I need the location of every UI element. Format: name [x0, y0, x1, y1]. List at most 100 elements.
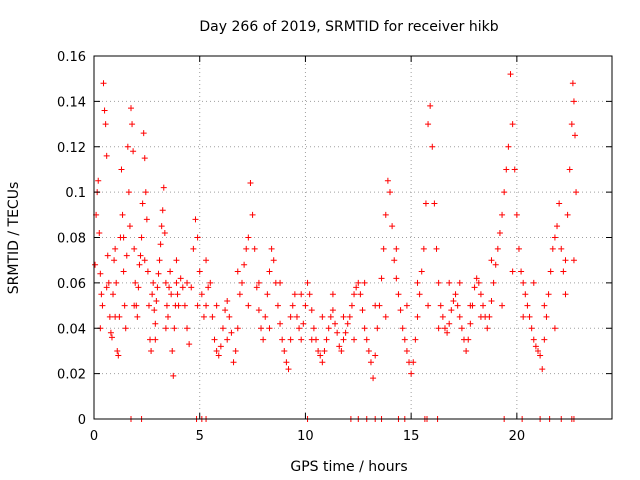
data-point [158, 223, 165, 230]
data-point [473, 275, 480, 282]
x-tick-label: 0 [90, 429, 98, 444]
data-point [145, 302, 152, 309]
data-point [450, 298, 457, 305]
data-point [138, 234, 145, 241]
data-point [175, 302, 182, 309]
data-point [511, 166, 518, 173]
data-point [209, 313, 216, 320]
data-point [174, 291, 181, 298]
data-point [234, 268, 241, 275]
data-point [126, 223, 133, 230]
data-point [351, 336, 358, 343]
data-point [351, 291, 358, 298]
data-point [420, 245, 427, 252]
data-point [168, 291, 175, 298]
data-point [380, 245, 387, 252]
data-point [131, 245, 138, 252]
data-point [97, 270, 104, 277]
data-point [535, 347, 541, 354]
data-point [188, 284, 195, 291]
data-point [219, 325, 226, 332]
data-point [112, 245, 119, 252]
data-point [562, 257, 569, 264]
data-point [319, 359, 326, 366]
data-point [293, 313, 300, 320]
data-point [213, 302, 220, 309]
data-point [554, 223, 561, 230]
data-point [228, 329, 235, 336]
data-point [247, 180, 254, 187]
data-point [308, 336, 315, 343]
data-point [169, 347, 176, 354]
data-point [378, 275, 385, 282]
data-point [170, 372, 177, 379]
data-point [190, 245, 197, 252]
data-point [296, 325, 303, 332]
data-point [372, 352, 379, 359]
data-point [480, 302, 487, 309]
data-point [393, 245, 400, 252]
data-point [181, 302, 188, 309]
data-point [130, 148, 137, 155]
data-point [306, 291, 313, 298]
y-axis-label: SRMTID / TECUs [6, 182, 22, 295]
data-point [96, 229, 103, 236]
data-point [142, 189, 149, 196]
data-point [562, 291, 569, 298]
data-point [287, 313, 294, 320]
data-point [141, 155, 148, 162]
data-point [530, 279, 537, 286]
data-point [372, 302, 379, 309]
data-point [568, 121, 575, 128]
data-point [92, 261, 99, 268]
data-point [408, 370, 415, 377]
data-point [425, 302, 432, 309]
data-point [387, 189, 393, 196]
data-point [475, 279, 482, 286]
data-point [260, 336, 267, 343]
data-point [140, 130, 147, 137]
data-point [137, 252, 144, 259]
data-point [403, 302, 410, 309]
data-point [570, 257, 577, 264]
data-point [363, 336, 370, 343]
data-point [139, 200, 146, 207]
data-point [416, 291, 423, 298]
data-point [234, 325, 241, 332]
data-point [184, 325, 191, 332]
data-point [249, 211, 256, 218]
data-point [465, 336, 472, 343]
data-point [444, 329, 451, 336]
data-point [507, 71, 514, 78]
data-point [132, 279, 139, 286]
data-point [128, 105, 134, 112]
data-point [222, 307, 229, 314]
data-point [551, 325, 558, 332]
x-axis-label: GPS time / hours [290, 459, 407, 475]
data-point [281, 347, 288, 354]
chart-title: Day 266 of 2019, SRMTID for receiver hik… [199, 19, 498, 35]
data-point [572, 132, 578, 139]
data-point [389, 223, 396, 230]
data-point [112, 313, 119, 320]
data-point [528, 325, 535, 332]
y-tick-label: 0.06 [57, 277, 86, 292]
data-point [162, 325, 169, 332]
data-point [458, 325, 465, 332]
data-point [95, 177, 102, 184]
data-point [446, 279, 453, 286]
data-point [215, 352, 222, 359]
data-point [262, 313, 269, 320]
data-point [530, 336, 537, 343]
data-point [435, 325, 442, 332]
data-point [258, 325, 265, 332]
x-tick-label: 15 [403, 429, 420, 444]
data-point [200, 313, 207, 320]
data-point [224, 298, 231, 305]
data-point [348, 302, 355, 309]
data-point [165, 313, 171, 320]
data-point [435, 279, 442, 286]
y-tick-label: 0.16 [57, 50, 86, 65]
data-point [321, 347, 328, 354]
x-tick-label: 5 [196, 429, 204, 444]
